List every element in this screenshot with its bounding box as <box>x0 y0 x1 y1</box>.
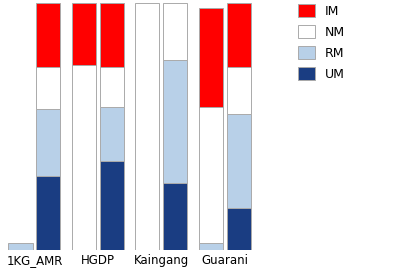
Bar <box>100 67 124 107</box>
Bar <box>163 60 187 183</box>
Bar <box>100 161 124 250</box>
Bar <box>36 3 60 67</box>
Legend: IM, NM, RM, UM: IM, NM, RM, UM <box>298 4 345 81</box>
Bar <box>36 67 60 109</box>
Bar <box>8 243 32 250</box>
Bar <box>163 183 187 250</box>
Bar <box>100 107 124 161</box>
Bar <box>227 208 251 250</box>
Bar <box>36 176 60 250</box>
Bar <box>72 3 96 65</box>
Bar <box>199 107 223 243</box>
Bar <box>163 3 187 60</box>
Bar <box>227 3 251 67</box>
Bar <box>227 67 251 114</box>
Bar <box>199 243 223 250</box>
Bar <box>72 65 96 250</box>
Bar <box>199 8 223 107</box>
Bar <box>100 3 124 67</box>
Bar <box>227 114 251 208</box>
Bar <box>135 3 160 250</box>
Bar <box>36 109 60 176</box>
